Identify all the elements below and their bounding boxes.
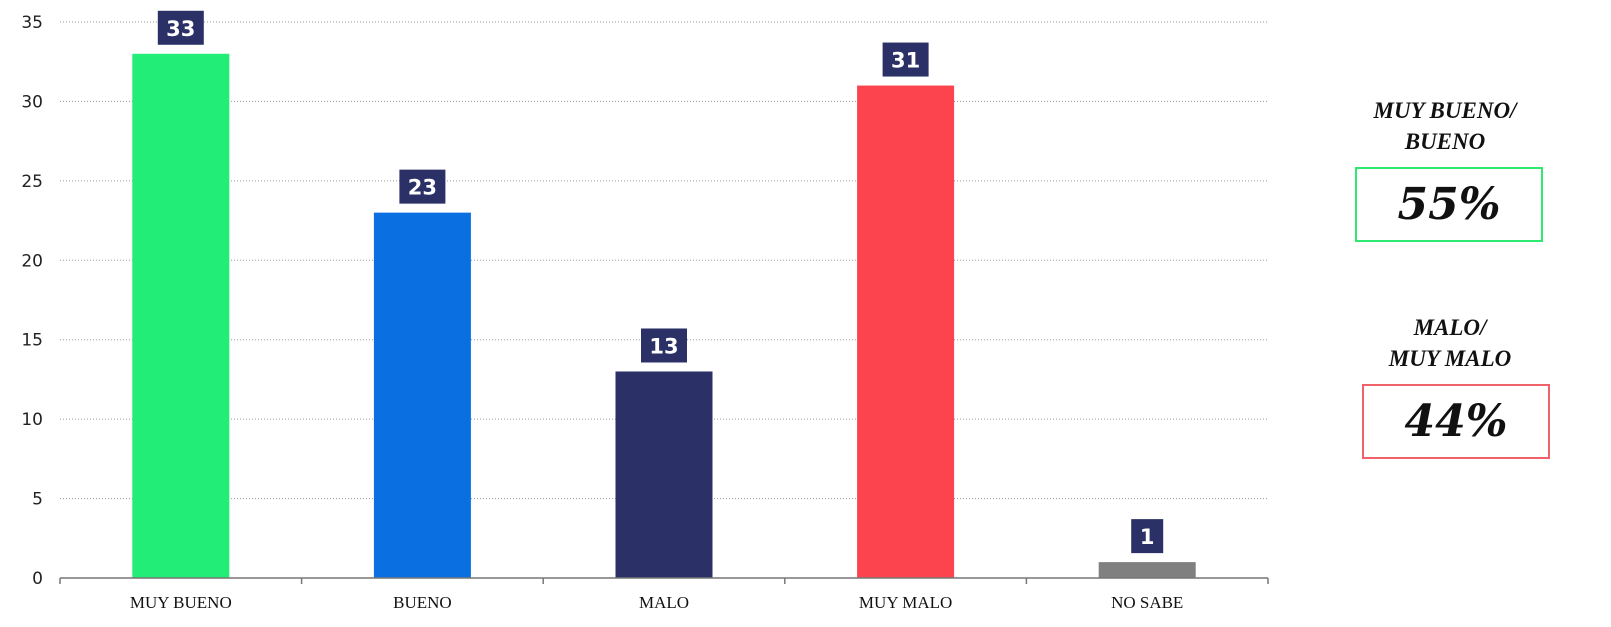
- data-label-box: [641, 328, 687, 363]
- summary-positive-title: MUY BUENO/ BUENO: [1373, 98, 1517, 154]
- bars: [132, 53, 1196, 579]
- y-tick-label: 35: [21, 13, 43, 33]
- y-tick-label: 30: [21, 92, 43, 112]
- x-tick-label: MUY MALO: [859, 593, 952, 612]
- y-tick-label: 25: [21, 172, 43, 192]
- bar: [1098, 562, 1196, 578]
- x-tick-label: NO SABE: [1111, 593, 1183, 612]
- summary-positive-box: 55%: [1355, 167, 1543, 242]
- bar: [615, 371, 713, 578]
- data-label: 23: [408, 176, 437, 200]
- data-label: 31: [891, 49, 920, 73]
- summary-positive-value: 55%: [1397, 179, 1501, 230]
- data-label-box: [882, 42, 929, 77]
- bar: [132, 53, 230, 579]
- data-label-box: [157, 10, 204, 45]
- y-tick-label: 20: [21, 251, 43, 271]
- y-axis-ticks: 0 5 10 15 20 25 30 35: [21, 13, 43, 589]
- x-axis: MUY BUENO BUENO MALO MUY MALO NO SABE: [59, 577, 1269, 612]
- data-label: 13: [649, 334, 678, 358]
- x-tick-label: BUENO: [393, 593, 452, 612]
- data-label: 33: [166, 17, 195, 41]
- bar: [857, 85, 955, 579]
- bar: [373, 212, 471, 578]
- y-tick-label: 0: [32, 569, 43, 589]
- summary-negative-value: 44%: [1404, 396, 1508, 447]
- summary-positive: MUY BUENO/ BUENO 55%: [1340, 95, 1550, 245]
- x-tick-label: MALO: [639, 593, 689, 612]
- data-labels: 33 23 13 31 1: [157, 10, 1164, 554]
- x-tick-label: MUY BUENO: [130, 593, 232, 612]
- y-tick-label: 15: [21, 331, 43, 351]
- summary-negative-title: MALO/ MUY MALO: [1388, 315, 1512, 371]
- summary-negative-box: 44%: [1362, 384, 1550, 459]
- data-label-box: [399, 169, 446, 204]
- summary-negative: MALO/ MUY MALO 44%: [1345, 312, 1555, 462]
- data-label-box: [1131, 519, 1164, 554]
- data-label: 1: [1140, 525, 1155, 549]
- y-tick-label: 5: [32, 490, 43, 510]
- y-tick-label: 10: [21, 410, 43, 430]
